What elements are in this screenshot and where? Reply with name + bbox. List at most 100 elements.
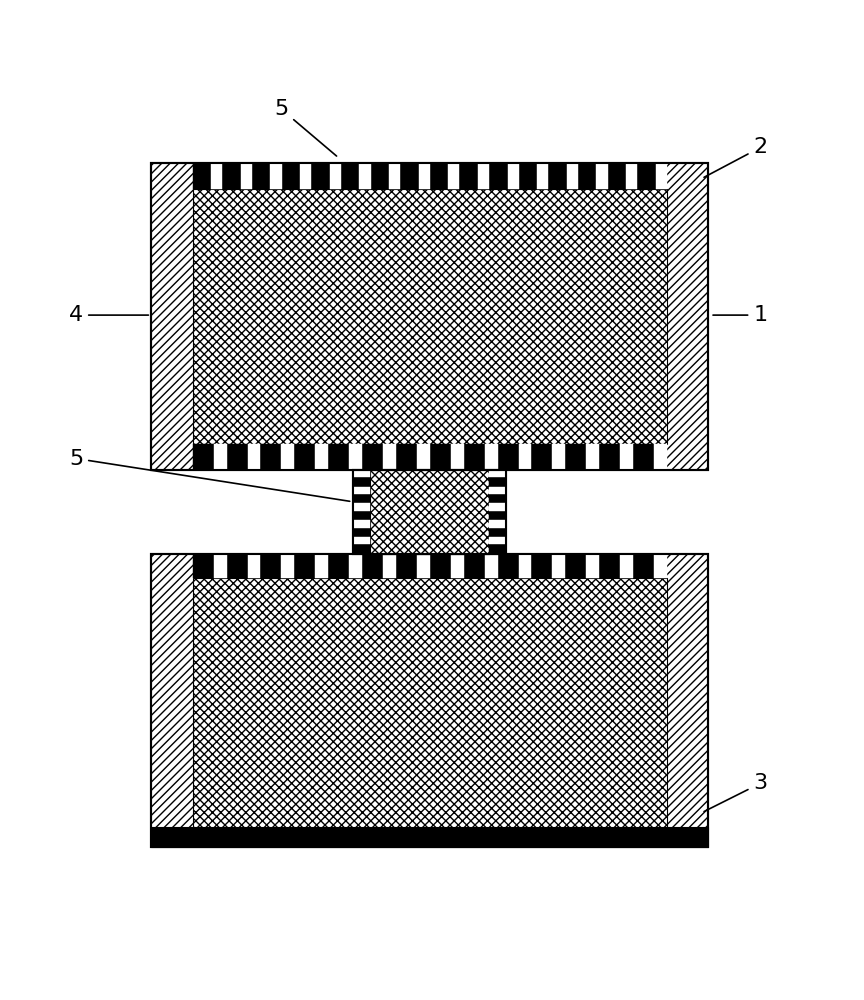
Text: 1: 1: [713, 305, 767, 325]
Bar: [315, 554, 328, 578]
Bar: [349, 444, 362, 470]
Bar: [193, 578, 667, 827]
Bar: [353, 544, 370, 554]
Bar: [489, 163, 507, 189]
Bar: [552, 444, 565, 470]
Bar: [587, 444, 600, 470]
Bar: [489, 487, 506, 494]
Bar: [193, 554, 213, 578]
Bar: [633, 444, 654, 470]
Bar: [341, 163, 359, 189]
Bar: [429, 444, 451, 470]
Text: 5: 5: [69, 449, 350, 501]
Bar: [353, 520, 370, 528]
Bar: [429, 163, 448, 189]
Bar: [353, 503, 370, 511]
Bar: [396, 444, 417, 470]
Bar: [537, 163, 549, 189]
Bar: [371, 163, 389, 189]
Bar: [417, 554, 429, 578]
Bar: [498, 444, 518, 470]
Bar: [549, 163, 567, 189]
Bar: [226, 444, 248, 470]
Bar: [531, 444, 552, 470]
Bar: [248, 444, 260, 470]
Bar: [507, 163, 518, 189]
Bar: [478, 163, 489, 189]
Bar: [300, 163, 311, 189]
Bar: [353, 470, 370, 477]
Bar: [489, 470, 506, 477]
Bar: [282, 444, 295, 470]
Text: 4: 4: [69, 305, 149, 325]
Bar: [151, 827, 708, 847]
Bar: [620, 554, 633, 578]
Bar: [485, 444, 498, 470]
Bar: [353, 477, 370, 487]
Bar: [252, 163, 270, 189]
Bar: [656, 163, 667, 189]
Bar: [626, 163, 638, 189]
Text: 2: 2: [704, 137, 767, 177]
Bar: [429, 554, 451, 578]
Bar: [518, 554, 531, 578]
Bar: [151, 163, 708, 470]
Bar: [485, 554, 498, 578]
Bar: [353, 487, 370, 494]
Bar: [518, 444, 531, 470]
Bar: [464, 554, 485, 578]
Bar: [328, 444, 349, 470]
Bar: [448, 163, 460, 189]
Bar: [248, 554, 260, 578]
Bar: [489, 520, 506, 528]
Bar: [383, 554, 396, 578]
Bar: [489, 494, 506, 503]
Bar: [607, 163, 626, 189]
Bar: [260, 554, 282, 578]
Bar: [552, 554, 565, 578]
Bar: [362, 444, 383, 470]
Bar: [353, 494, 370, 503]
Bar: [211, 163, 222, 189]
Bar: [295, 554, 315, 578]
Bar: [359, 163, 371, 189]
Bar: [489, 511, 506, 520]
Bar: [270, 163, 282, 189]
Bar: [213, 554, 226, 578]
Bar: [489, 528, 506, 537]
Bar: [193, 189, 667, 444]
Bar: [489, 477, 506, 487]
Bar: [353, 470, 506, 554]
Bar: [260, 444, 282, 470]
Bar: [315, 444, 328, 470]
Bar: [241, 163, 252, 189]
Bar: [226, 554, 248, 578]
Bar: [498, 554, 518, 578]
Bar: [151, 554, 708, 847]
Bar: [328, 554, 349, 578]
Bar: [620, 444, 633, 470]
Bar: [349, 554, 362, 578]
Bar: [330, 163, 341, 189]
Bar: [370, 470, 489, 554]
Bar: [596, 163, 607, 189]
Bar: [600, 554, 620, 578]
Bar: [353, 528, 370, 537]
Bar: [518, 163, 537, 189]
Bar: [295, 444, 315, 470]
Bar: [362, 554, 383, 578]
Bar: [451, 444, 464, 470]
Bar: [193, 163, 211, 189]
Bar: [464, 444, 485, 470]
Bar: [417, 444, 429, 470]
Bar: [151, 163, 708, 470]
Bar: [654, 554, 667, 578]
Bar: [151, 554, 708, 847]
Bar: [353, 537, 370, 544]
Bar: [638, 163, 656, 189]
Bar: [565, 444, 587, 470]
Bar: [489, 503, 506, 511]
Bar: [222, 163, 241, 189]
Bar: [654, 444, 667, 470]
Bar: [531, 554, 552, 578]
